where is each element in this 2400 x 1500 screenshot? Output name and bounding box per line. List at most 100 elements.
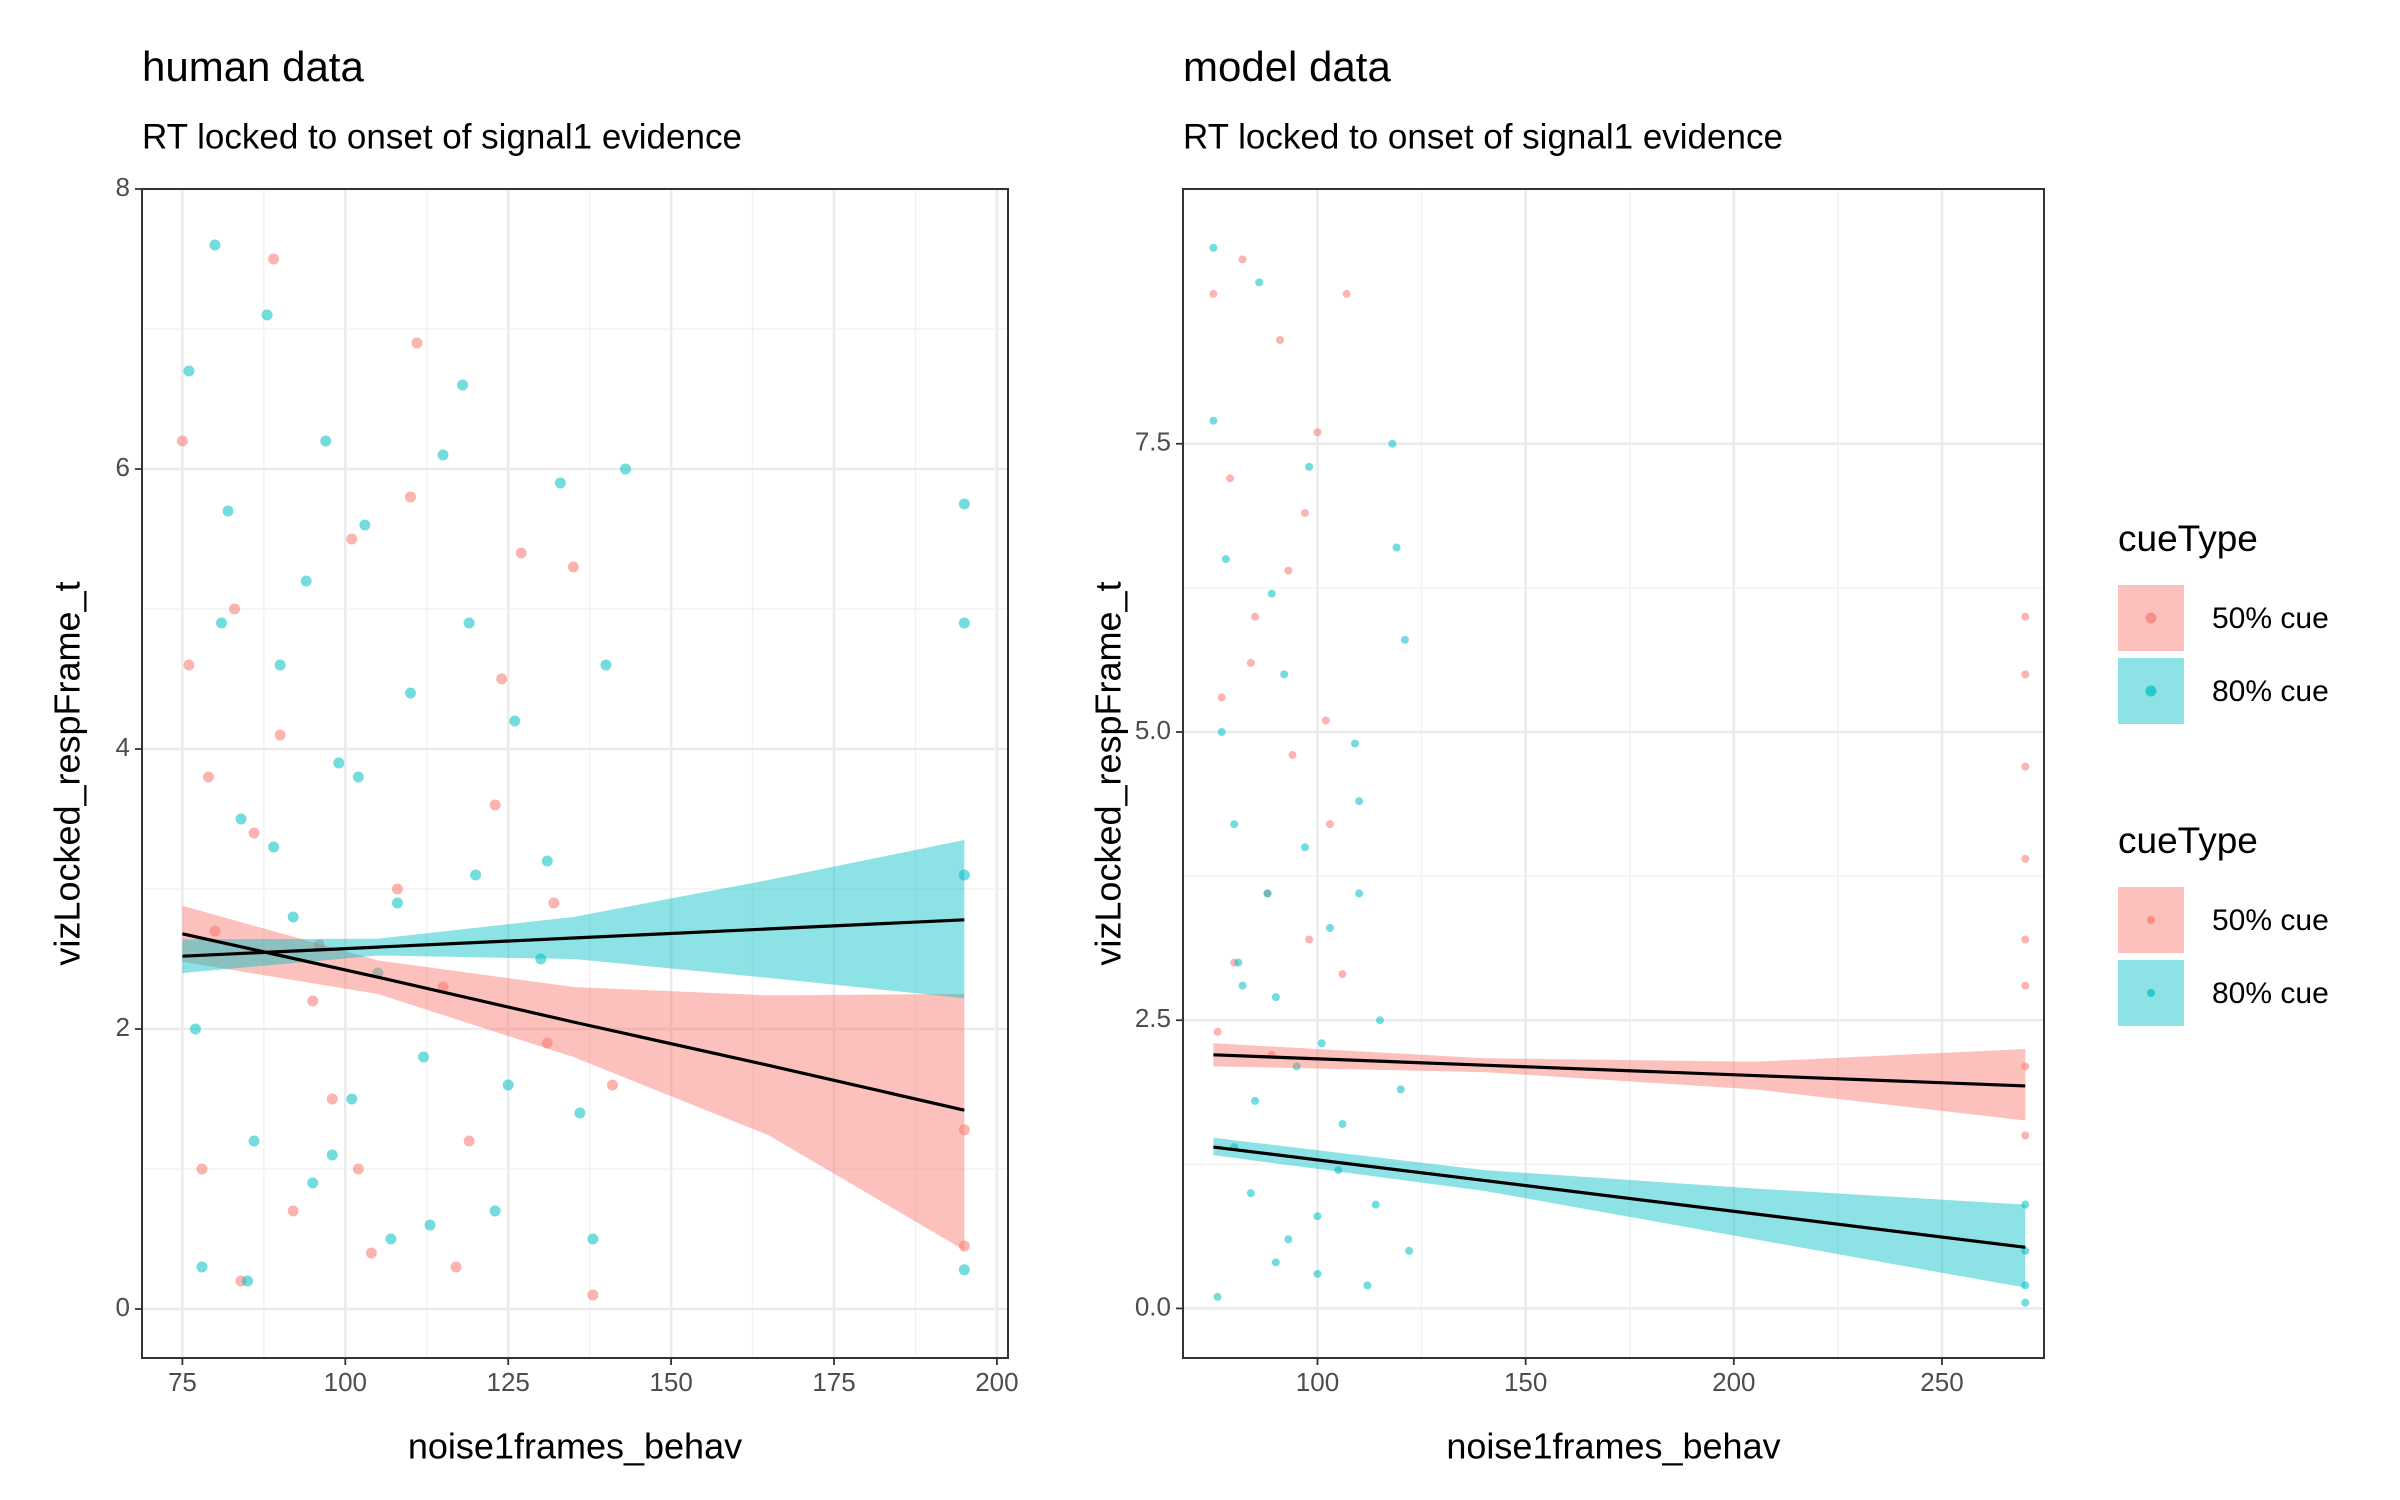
point — [1238, 255, 1247, 264]
point — [1292, 1062, 1301, 1071]
y-tick-label: 6 — [116, 452, 130, 482]
point — [235, 813, 247, 825]
point — [346, 533, 358, 545]
point — [1251, 612, 1260, 621]
point — [587, 1233, 599, 1245]
point — [2021, 1062, 2030, 1071]
point — [209, 239, 221, 251]
point — [1392, 543, 1401, 552]
point — [424, 1219, 436, 1231]
point — [326, 1149, 338, 1161]
x-tick-label: 100 — [1296, 1367, 1339, 1397]
point — [541, 855, 553, 867]
point — [300, 575, 312, 587]
legend-label: 80% cue — [2212, 675, 2329, 708]
point — [554, 477, 566, 489]
point — [574, 1107, 586, 1119]
point — [268, 253, 280, 265]
point — [307, 1177, 319, 1189]
legend-dot — [2147, 916, 2155, 924]
point — [541, 1037, 553, 1049]
point — [1400, 635, 1409, 644]
confidence-ribbon — [1213, 1137, 2026, 1288]
point — [1209, 243, 1218, 252]
point — [229, 603, 241, 615]
point — [1363, 1281, 1372, 1290]
point — [274, 729, 286, 741]
x-tick-label: 200 — [975, 1367, 1018, 1397]
point — [1313, 1269, 1322, 1278]
point — [1221, 555, 1230, 564]
panel-title: human data — [142, 43, 364, 90]
point — [404, 491, 416, 503]
x-tick-label: 100 — [324, 1367, 367, 1397]
point — [1271, 1258, 1280, 1267]
point — [1288, 751, 1297, 760]
point — [287, 1205, 299, 1217]
x-axis-label: noise1frames_behav — [408, 1426, 742, 1467]
point — [417, 1051, 429, 1063]
point — [1325, 923, 1334, 932]
point — [1375, 1016, 1384, 1025]
point — [2021, 1246, 2030, 1255]
point — [2021, 981, 2030, 990]
point — [196, 1163, 208, 1175]
point — [248, 827, 260, 839]
y-tick-label: 5.0 — [1135, 715, 1171, 745]
x-tick-label: 150 — [649, 1367, 692, 1397]
legend-label: 50% cue — [2212, 904, 2329, 937]
point — [287, 911, 299, 923]
point — [274, 659, 286, 671]
point — [1317, 1039, 1326, 1048]
point — [1342, 289, 1351, 298]
point — [222, 505, 234, 517]
panel-border — [1182, 188, 2045, 1359]
panel-subtitle: RT locked to onset of signal1 evidence — [142, 117, 742, 156]
x-tick-label: 200 — [1712, 1367, 1755, 1397]
x-tick-label: 75 — [168, 1367, 197, 1397]
point — [1271, 993, 1280, 1002]
point — [437, 981, 449, 993]
point — [365, 1247, 377, 1259]
point — [1396, 1085, 1405, 1094]
point — [1388, 439, 1397, 448]
point — [352, 771, 364, 783]
y-tick-label: 0 — [116, 1292, 130, 1322]
point — [1255, 278, 1264, 287]
point — [1213, 1027, 1222, 1036]
point — [268, 841, 280, 853]
point — [176, 435, 188, 447]
point — [1284, 566, 1293, 575]
point — [535, 953, 547, 965]
point — [1313, 1212, 1322, 1221]
point — [587, 1289, 599, 1301]
point — [1313, 428, 1322, 437]
point — [502, 1079, 514, 1091]
point — [1209, 289, 1218, 298]
point — [2021, 935, 2030, 944]
point — [958, 1264, 970, 1276]
point — [1355, 797, 1364, 806]
point — [515, 547, 527, 559]
point — [620, 463, 632, 475]
legend-dot — [2145, 612, 2157, 624]
legend-label: 50% cue — [2212, 602, 2329, 635]
point — [1276, 336, 1285, 345]
point — [1209, 416, 1218, 425]
point — [1284, 1235, 1293, 1244]
point — [470, 869, 482, 881]
y-axis-label: vizLocked_respFrame_t — [47, 581, 88, 965]
point — [242, 1275, 254, 1287]
point — [1300, 843, 1309, 852]
point — [450, 1261, 462, 1273]
point — [1263, 889, 1272, 898]
point — [248, 1135, 260, 1147]
panel-subtitle: RT locked to onset of signal1 evidence — [1183, 117, 1783, 156]
legend-label: 80% cue — [2212, 977, 2329, 1010]
y-tick-label: 2 — [116, 1012, 130, 1042]
point — [352, 1163, 364, 1175]
y-tick-label: 4 — [116, 732, 130, 762]
point — [202, 771, 214, 783]
point — [496, 673, 508, 685]
legend-title: cueType — [2118, 820, 2258, 861]
